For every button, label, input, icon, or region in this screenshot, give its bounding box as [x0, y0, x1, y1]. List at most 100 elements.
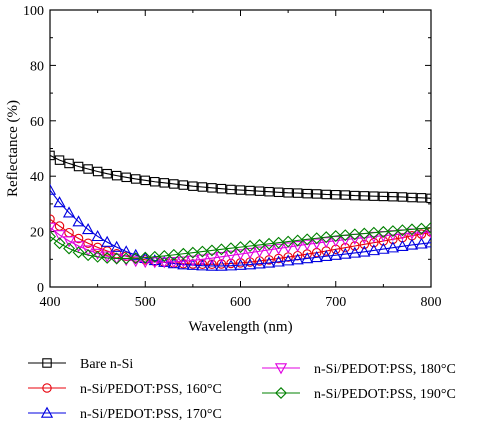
data-point: [405, 238, 419, 250]
data-point: [82, 249, 95, 262]
data-point: [158, 249, 171, 262]
data-point: [64, 158, 74, 169]
data-point: [102, 168, 112, 179]
data-point: [301, 252, 314, 264]
data-point: [262, 245, 276, 257]
data-point: [340, 190, 351, 200]
data-point: [62, 206, 76, 218]
data-point: [50, 230, 56, 243]
data-point: [72, 215, 85, 227]
legend-item-5: n-Si/PEDOT:PSS, 190°C: [262, 387, 456, 402]
y-axis-title: Reflectance (%): [5, 100, 21, 197]
y-tick-label: 80: [30, 59, 44, 74]
data-point: [101, 251, 114, 264]
legend-label: n-Si/PEDOT:PSS, 190°C: [314, 387, 456, 402]
series-line: [50, 227, 431, 260]
data-point: [196, 254, 209, 266]
data-point: [121, 172, 131, 183]
data-point: [53, 230, 66, 242]
data-point: [397, 192, 408, 202]
data-point: [367, 244, 380, 256]
data-point: [301, 239, 314, 251]
data-point: [339, 229, 352, 242]
data-point: [283, 188, 293, 198]
data-point: [243, 247, 257, 259]
legend-label: n-Si/PEDOT:PSS, 170°C: [80, 407, 222, 422]
data-point: [167, 248, 180, 261]
data-point: [320, 249, 333, 262]
data-point: [91, 229, 104, 242]
legend-item-1: Bare n-Si: [28, 357, 133, 372]
series-line: [50, 154, 431, 199]
y-tick-label: 40: [30, 170, 44, 185]
data-point: [340, 242, 351, 253]
data-point: [83, 164, 93, 174]
data-point: [148, 250, 161, 263]
data-point: [244, 240, 257, 252]
data-point: [224, 250, 238, 262]
data-point: [310, 232, 323, 245]
data-point: [215, 259, 228, 271]
data-point: [348, 246, 361, 258]
data-point: [129, 252, 142, 265]
data-point: [186, 255, 200, 267]
data-point: [167, 257, 180, 269]
data-point: [359, 191, 370, 201]
data-point: [177, 256, 190, 268]
data-point: [302, 188, 312, 199]
data-point: [272, 243, 285, 255]
data-point: [310, 238, 323, 250]
data-point: [369, 191, 379, 201]
data-point: [311, 189, 322, 199]
data-point: [215, 252, 228, 264]
data-point: [53, 196, 66, 208]
data-point: [205, 253, 219, 265]
data-point: [350, 241, 360, 251]
data-point: [177, 258, 190, 270]
y-tick-label: 60: [30, 115, 44, 130]
data-point: [224, 259, 238, 271]
data-point: [263, 237, 276, 250]
data-point: [407, 192, 417, 203]
legend-item-2: n-Si/PEDOT:PSS, 160°C: [28, 382, 222, 397]
data-point: [50, 150, 55, 161]
data-point: [50, 214, 55, 224]
x-tick-label: 800: [421, 295, 442, 310]
data-point: [415, 222, 428, 235]
data-point: [91, 250, 104, 263]
data-point: [254, 186, 265, 196]
data-point: [291, 240, 304, 253]
data-point: [159, 178, 170, 188]
data-point: [234, 241, 247, 254]
legend-item-3: n-Si/PEDOT:PSS, 170°C: [28, 406, 222, 422]
data-point: [186, 246, 199, 259]
data-point: [50, 222, 57, 234]
data-point: [367, 226, 380, 239]
data-point: [386, 241, 400, 253]
data-point: [321, 189, 331, 200]
data-point: [72, 246, 85, 259]
data-point: [129, 248, 142, 260]
data-point: [301, 233, 314, 246]
data-point: [339, 247, 352, 259]
data-point: [405, 223, 418, 236]
data-point: [386, 225, 399, 238]
data-point: [54, 155, 65, 165]
data-point: [320, 231, 333, 244]
data-point: [253, 246, 266, 258]
data-point: [310, 251, 323, 263]
data-point: [72, 241, 85, 253]
data-point: [291, 234, 304, 247]
data-point: [377, 225, 390, 238]
series-1: [50, 150, 431, 204]
data-point: [196, 259, 209, 271]
data-point: [205, 244, 218, 257]
y-tick-label: 100: [23, 4, 44, 19]
data-point: [378, 191, 389, 202]
data-point: [415, 237, 428, 249]
y-tick-label: 20: [30, 226, 44, 241]
data-point: [292, 188, 303, 198]
data-point: [216, 183, 227, 194]
data-point: [245, 185, 255, 196]
